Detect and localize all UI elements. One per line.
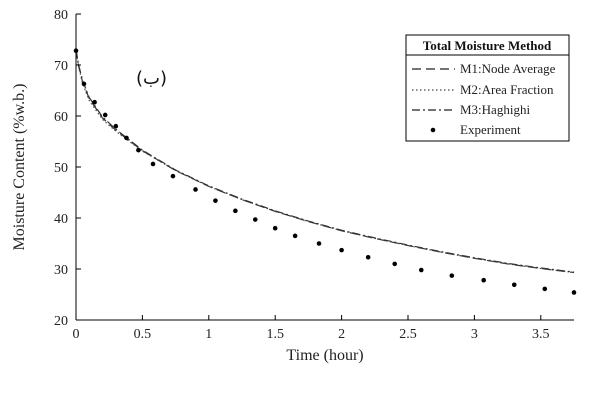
experiment-point [418, 267, 424, 273]
experiment-point [92, 99, 97, 105]
series-line-m1 [75, 49, 575, 274]
legend-entry-experiment: Experiment [460, 122, 521, 137]
y-tick-label: 50 [54, 161, 68, 176]
legend-swatch-experiment [430, 127, 436, 133]
x-tick-label: 3 [471, 327, 478, 342]
panel-annotation: (ب) [136, 68, 167, 89]
experiment-point [339, 247, 344, 253]
x-tick-label: 3.5 [532, 327, 550, 342]
y-tick-label: 40 [54, 212, 68, 227]
experiment-point [292, 233, 298, 239]
experiment-point [481, 277, 486, 283]
x-tick-label: 0.5 [134, 327, 152, 342]
series-curves [75, 49, 575, 274]
legend-entry-m2: M2:Area Fraction [460, 82, 554, 97]
experiment-point [102, 112, 108, 118]
experiment-point [170, 173, 176, 179]
y-tick-label: 60 [54, 110, 68, 125]
legend-title: Total Moisture Method [423, 38, 552, 53]
x-axis-ticks: 0 0.5 1 1.5 2 2.5 3 3.5 [73, 315, 550, 342]
x-tick-label: 2 [338, 327, 345, 342]
experiment-point [124, 135, 129, 141]
experiment-point [113, 123, 119, 129]
experiment-point [571, 290, 577, 295]
y-axis-ticks: 20 30 40 50 60 70 80 [54, 8, 81, 329]
experiment-point [150, 161, 156, 167]
experiment-point [213, 198, 218, 203]
experiment-point [392, 261, 398, 267]
y-tick-label: 30 [54, 263, 68, 278]
experiment-point [136, 147, 141, 153]
x-tick-label: 0 [73, 327, 80, 342]
legend: Total Moisture Method M1:Node Average M2… [405, 34, 570, 142]
y-tick-label: 80 [54, 8, 68, 23]
experiment-point [511, 282, 517, 288]
experiment-point [272, 225, 278, 231]
y-tick-label: 70 [54, 59, 68, 74]
y-tick-label: 20 [54, 314, 68, 329]
experiment-point [449, 273, 455, 278]
experiment-point [252, 217, 258, 222]
experiment-point [542, 286, 548, 292]
experiment-point [316, 241, 322, 246]
x-tick-label: 1.5 [266, 327, 284, 342]
y-axis-title: Moisture Content (%w.b.) [11, 84, 28, 251]
x-tick-label: 2.5 [399, 327, 417, 342]
experiment-point [81, 81, 87, 87]
experiment-point [365, 254, 371, 260]
experiment-point [233, 208, 238, 214]
x-axis-title: Time (hour) [286, 347, 363, 364]
legend-box [405, 34, 570, 142]
experiment-point [193, 187, 198, 192]
legend-entry-m1: M1:Node Average [460, 61, 556, 76]
series-line-m3 [75, 49, 575, 273]
legend-entry-m3: M3:Haghighi [460, 102, 530, 117]
experiment-markers [73, 48, 577, 295]
x-tick-label: 1 [205, 327, 212, 342]
